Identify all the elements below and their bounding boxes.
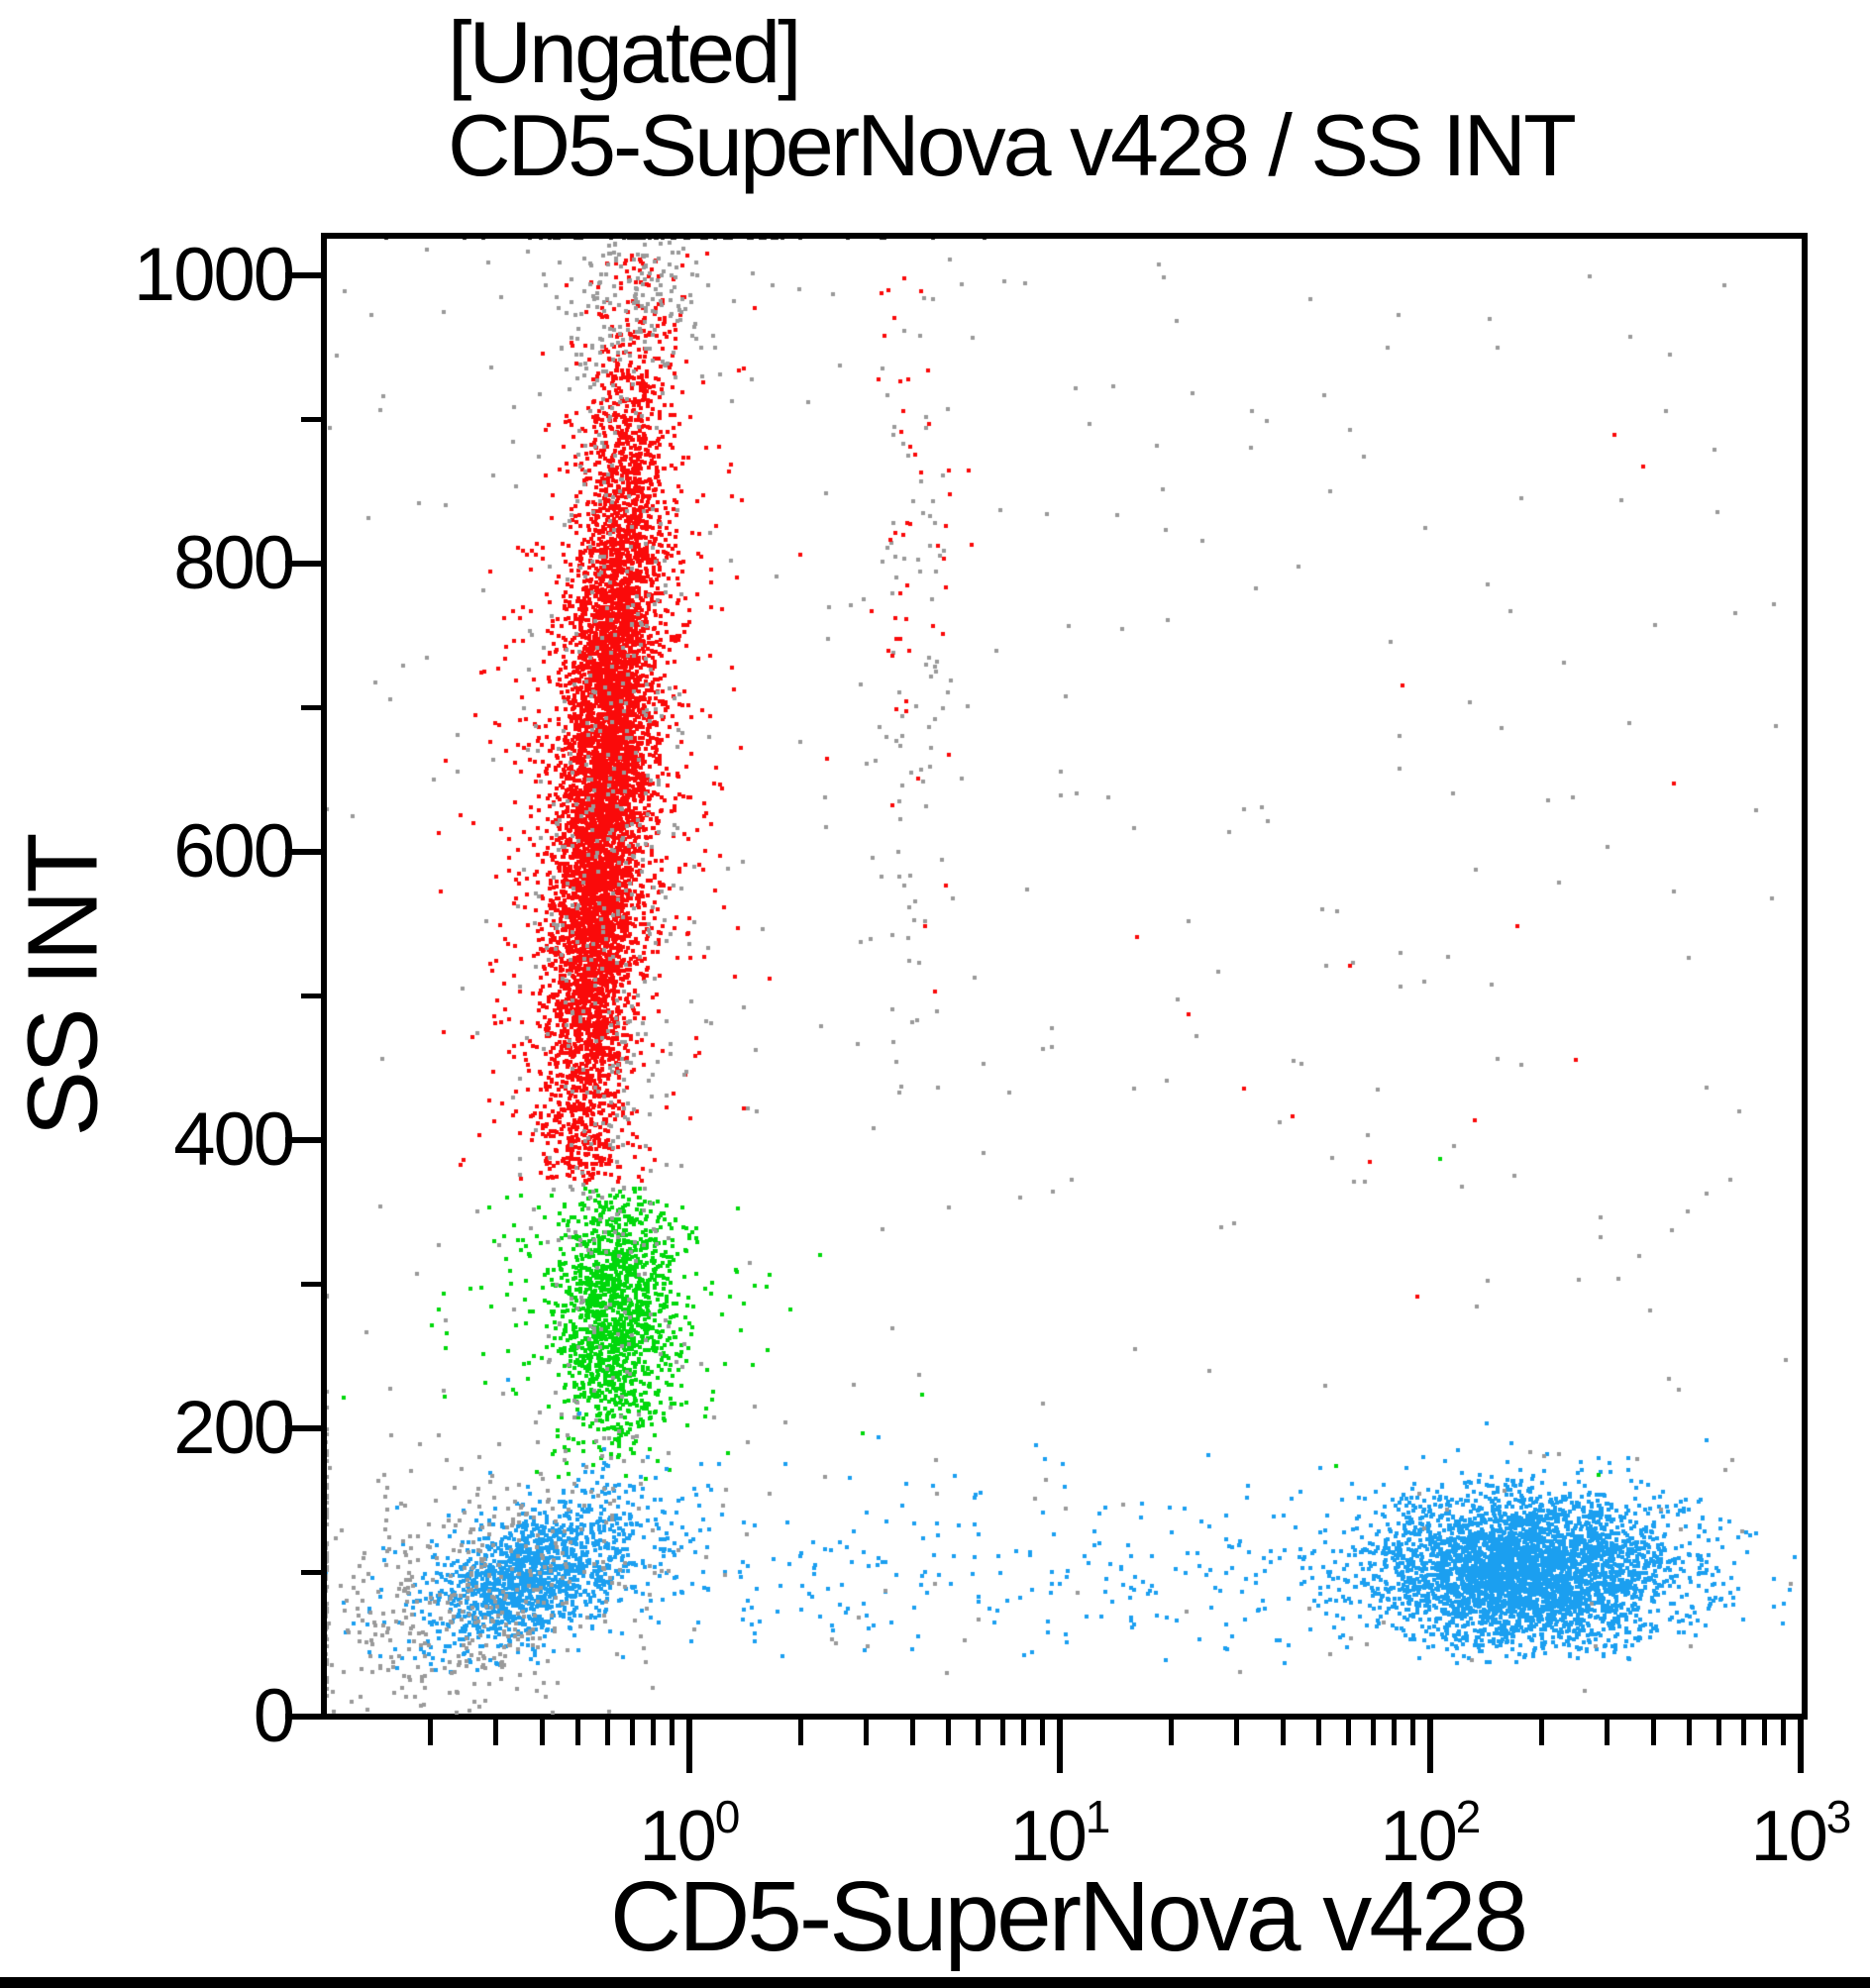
x-tick-label-10e0: 100 <box>639 1791 741 1876</box>
window-bottom-bar <box>0 1977 1870 1988</box>
y-major-tick-200 <box>285 1425 325 1431</box>
x-minor-tick <box>1604 1720 1610 1745</box>
y-minor-tick-700 <box>301 705 325 710</box>
x-axis-title: CD5-SuperNova v428 <box>609 1861 1528 1972</box>
scatter-points-canvas <box>327 239 1803 1715</box>
x-minor-tick <box>975 1720 981 1745</box>
x-minor-tick <box>1370 1720 1376 1745</box>
x-minor-tick <box>1233 1720 1239 1745</box>
y-major-tick-800 <box>285 561 325 567</box>
x-minor-tick <box>1650 1720 1656 1745</box>
x-tick-exponent: 1 <box>1085 1791 1111 1842</box>
y-major-tick-400 <box>285 1137 325 1143</box>
x-minor-tick <box>1315 1720 1321 1745</box>
x-minor-tick <box>1715 1720 1721 1745</box>
y-axis-title: SS INT <box>7 835 119 1137</box>
x-minor-tick <box>492 1720 498 1745</box>
x-minor-tick <box>1740 1720 1746 1745</box>
x-tick-label-10e3: 103 <box>1750 1791 1852 1876</box>
x-minor-tick <box>629 1720 635 1745</box>
x-minor-tick <box>1762 1720 1768 1745</box>
y-tick-label-400: 400 <box>173 1098 295 1182</box>
y-tick-label-1000: 1000 <box>133 233 295 317</box>
x-minor-tick <box>1040 1720 1046 1745</box>
x-minor-tick <box>1410 1720 1416 1745</box>
x-major-tick-10e2 <box>1427 1720 1433 1773</box>
plot-title-parameters: CD5-SuperNova v428 / SS INT <box>448 96 1577 194</box>
y-tick-label-800: 800 <box>173 521 295 605</box>
x-minor-tick <box>670 1720 675 1745</box>
x-tick-label-10e1: 101 <box>1009 1791 1111 1876</box>
x-tick-label-10e2: 102 <box>1380 1791 1482 1876</box>
x-minor-tick <box>1781 1720 1787 1745</box>
x-minor-tick <box>539 1720 545 1745</box>
x-minor-tick <box>1169 1720 1175 1745</box>
x-major-tick-10e0 <box>686 1720 692 1773</box>
x-minor-tick <box>863 1720 869 1745</box>
x-tick-exponent: 0 <box>714 1791 741 1842</box>
x-minor-tick <box>1021 1720 1027 1745</box>
y-minor-tick-900 <box>301 417 325 422</box>
x-minor-tick <box>999 1720 1005 1745</box>
x-minor-tick <box>428 1720 434 1745</box>
x-tick-exponent: 2 <box>1455 1791 1482 1842</box>
y-major-tick-1000 <box>285 272 325 278</box>
y-tick-label-200: 200 <box>173 1386 295 1470</box>
x-minor-tick <box>798 1720 804 1745</box>
x-minor-tick <box>651 1720 657 1745</box>
x-minor-tick <box>945 1720 951 1745</box>
x-major-tick-10e1 <box>1057 1720 1063 1773</box>
x-minor-tick <box>1280 1720 1286 1745</box>
x-tick-exponent: 3 <box>1825 1791 1852 1842</box>
y-major-tick-600 <box>285 849 325 855</box>
y-tick-label-600: 600 <box>173 809 295 893</box>
x-minor-tick <box>574 1720 580 1745</box>
x-major-tick-10e3 <box>1798 1720 1804 1773</box>
y-tick-label-0: 0 <box>253 1674 295 1758</box>
y-minor-tick-500 <box>301 994 325 998</box>
x-minor-tick <box>604 1720 610 1745</box>
y-major-tick-0 <box>285 1714 325 1720</box>
x-minor-tick <box>1392 1720 1398 1745</box>
x-minor-tick <box>909 1720 915 1745</box>
x-minor-tick <box>1345 1720 1351 1745</box>
x-minor-tick <box>1539 1720 1545 1745</box>
plot-title-gate: [Ungated] <box>448 3 802 101</box>
x-minor-tick <box>1686 1720 1692 1745</box>
y-minor-tick-300 <box>301 1282 325 1287</box>
y-minor-tick-100 <box>301 1570 325 1575</box>
